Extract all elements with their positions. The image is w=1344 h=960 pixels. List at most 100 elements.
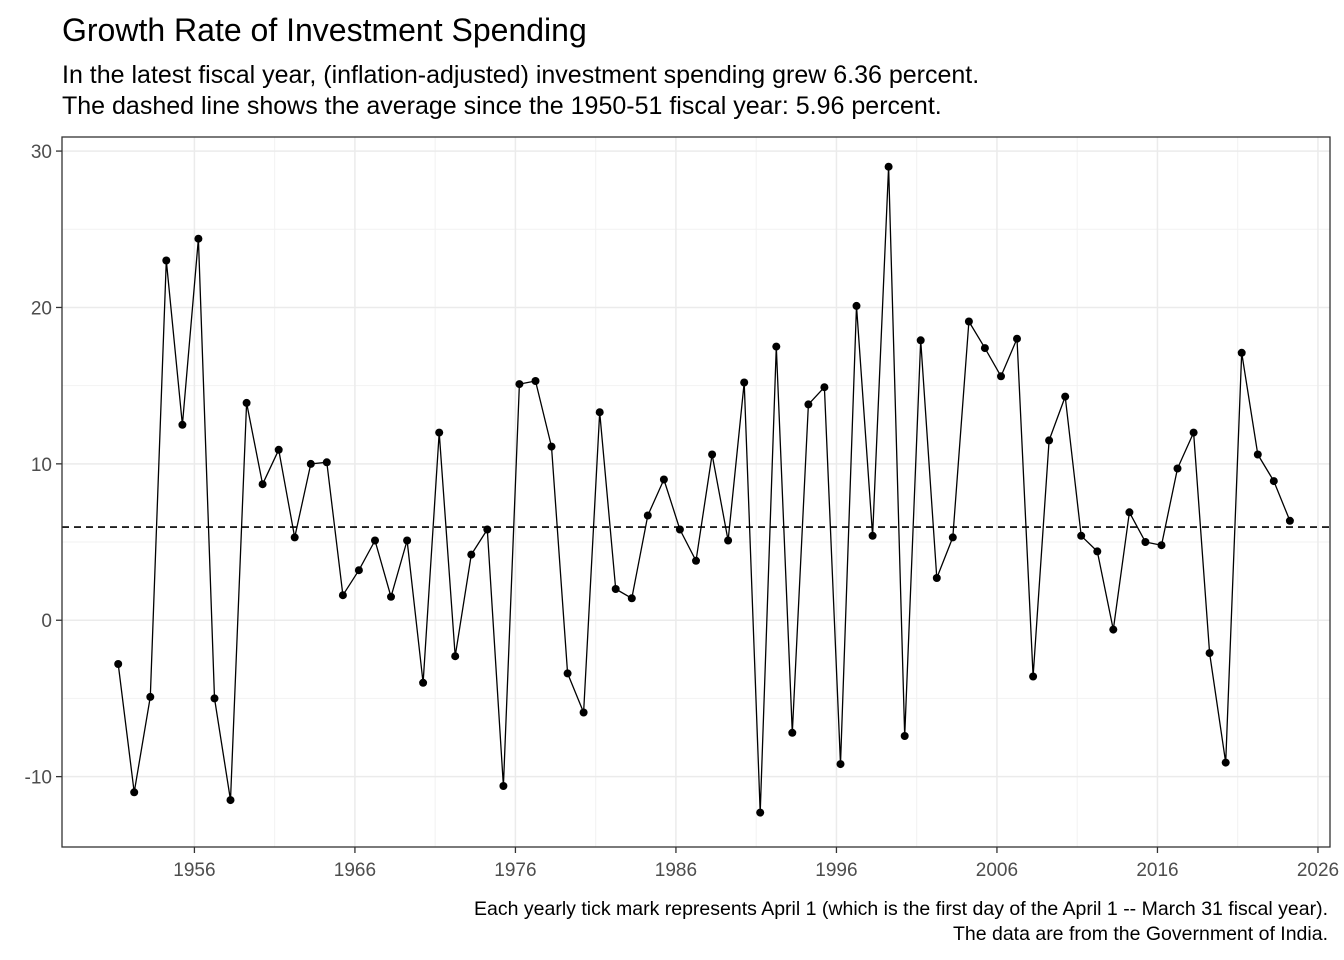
data-point	[210, 694, 219, 703]
data-point	[836, 760, 845, 769]
data-point	[900, 732, 909, 740]
data-point	[692, 556, 700, 565]
data-point	[756, 808, 765, 817]
data-point	[1221, 758, 1230, 767]
data-point	[258, 480, 267, 489]
data-point	[1189, 428, 1198, 437]
data-point	[627, 594, 636, 603]
data-point	[1141, 538, 1150, 546]
x-tick-label: 1996	[815, 860, 857, 881]
data-point	[1077, 531, 1086, 540]
data-point	[948, 533, 957, 542]
data-point	[483, 525, 492, 534]
x-tick-label: 2006	[976, 860, 1018, 881]
y-tick-label: 0	[41, 611, 52, 632]
data-point	[114, 660, 123, 668]
caption-line-1: Each yearly tick mark represents April 1…	[474, 898, 1328, 920]
data-point	[916, 336, 925, 345]
data-point	[1093, 547, 1102, 556]
data-point	[130, 788, 139, 797]
x-tick-label: 2016	[1136, 860, 1178, 881]
x-tick-label: 1956	[173, 860, 215, 881]
data-point	[306, 459, 315, 468]
data-point	[1013, 334, 1021, 343]
data-point	[659, 475, 668, 484]
data-point	[1061, 392, 1070, 401]
data-point	[788, 728, 797, 737]
chart-title: Growth Rate of Investment Spending	[62, 12, 587, 48]
data-point	[1285, 516, 1294, 525]
data-point	[932, 574, 941, 582]
data-point	[1045, 436, 1054, 445]
data-point	[354, 566, 363, 575]
data-point	[419, 678, 428, 687]
y-tick-label: 30	[31, 142, 52, 163]
data-point	[1109, 625, 1118, 634]
data-point	[547, 442, 556, 451]
data-point	[1173, 464, 1182, 473]
data-point	[772, 342, 781, 351]
data-point	[868, 531, 877, 540]
data-point	[467, 550, 476, 559]
data-point	[146, 692, 155, 701]
data-point	[1269, 477, 1278, 486]
data-point	[274, 445, 283, 454]
minor-gridlines	[62, 137, 1330, 847]
x-tick-label: 2026	[1297, 860, 1339, 881]
data-point	[643, 511, 652, 520]
data-point	[1029, 672, 1038, 681]
data-point	[964, 317, 973, 326]
data-point	[884, 162, 893, 171]
data-point	[1157, 541, 1166, 550]
data-point	[997, 372, 1005, 381]
major-gridlines	[62, 137, 1330, 847]
data-point	[403, 536, 412, 545]
data-point	[1205, 649, 1214, 658]
data-point	[579, 708, 588, 717]
x-tick-label: 1976	[494, 860, 536, 881]
series-layer	[114, 162, 1294, 817]
data-point	[852, 301, 861, 310]
caption-line-2: The data are from the Government of Indi…	[952, 923, 1328, 945]
chart-caption: Each yearly tick mark represents April 1…	[474, 897, 1328, 947]
data-point	[820, 383, 829, 392]
x-tick-label: 1986	[655, 860, 697, 881]
data-point	[804, 400, 813, 409]
y-tick-label: 20	[31, 298, 52, 319]
data-point	[242, 398, 251, 407]
data-point	[595, 408, 604, 417]
plot-background	[62, 137, 1330, 847]
data-point	[611, 585, 620, 593]
data-point	[980, 344, 989, 353]
data-point	[451, 652, 460, 661]
x-tick-label: 1966	[334, 860, 376, 881]
data-point	[675, 525, 684, 534]
data-point	[531, 377, 540, 385]
subtitle-line-1: In the latest fiscal year, (inflation-ad…	[62, 61, 980, 89]
data-point	[515, 380, 524, 389]
data-point	[162, 256, 171, 265]
data-point	[226, 796, 235, 805]
y-tick-label: -10	[25, 768, 52, 789]
data-point	[194, 234, 203, 243]
data-point	[1125, 508, 1134, 517]
subtitle-line-2: The dashed line shows the average since …	[62, 92, 942, 120]
axis-layer: 1956 1966 1976 1986 1996 2006 2016 2026 30 20 10 0 -…	[25, 142, 1340, 881]
plot-border	[61, 136, 1331, 848]
data-point	[371, 536, 379, 545]
data-point	[563, 669, 572, 678]
data-point	[708, 450, 717, 459]
data-point	[740, 378, 749, 387]
data-point	[435, 428, 444, 437]
data-point	[290, 533, 299, 542]
data-point	[724, 536, 733, 545]
data-point	[499, 782, 508, 790]
data-point	[322, 458, 331, 467]
data-point	[1253, 450, 1262, 459]
chart-subtitle: In the latest fiscal year, (inflation-ad…	[62, 60, 979, 122]
data-point	[1237, 348, 1246, 357]
data-point	[178, 420, 187, 429]
data-point	[338, 591, 347, 600]
y-tick-label: 10	[31, 455, 52, 476]
